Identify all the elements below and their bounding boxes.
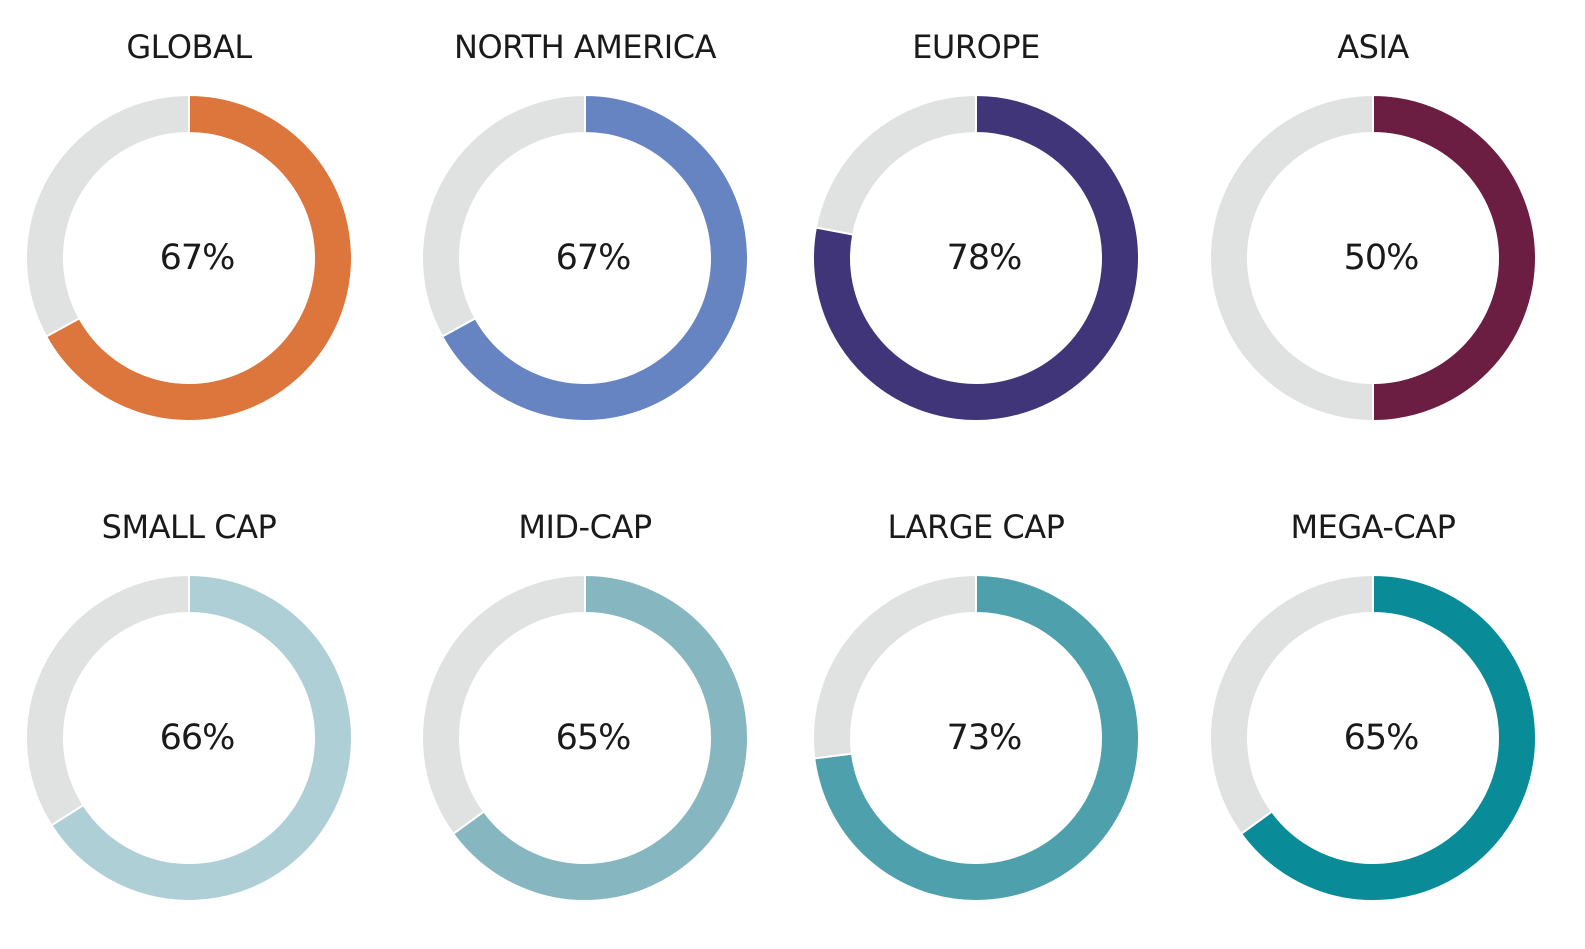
- donut-slice-value-small-cap: [49, 573, 353, 902]
- donut-title-north-america: NORTH AMERICA: [454, 28, 717, 66]
- donut-value-label-small-cap: 66%: [160, 718, 235, 758]
- donut-slice-remainder-mega-cap: [1209, 573, 1374, 836]
- donut-value-label-north-america: 67%: [556, 238, 631, 278]
- donut-small-cap: SMALL CAP 66%: [25, 508, 353, 902]
- donut-value-label-mega-cap: 65%: [1344, 718, 1419, 758]
- donut-slice-value-mid-cap: [451, 573, 749, 902]
- donut-title-large-cap: LARGE CAP: [888, 508, 1065, 546]
- donut-slice-value-europe: [812, 93, 1140, 422]
- donut-mid-cap: MID-CAP 65%: [421, 508, 749, 902]
- donut-mega-cap: MEGA-CAP 65%: [1209, 508, 1537, 902]
- donut-global: GLOBAL 67%: [25, 28, 353, 422]
- donut-value-label-europe: 78%: [947, 238, 1022, 278]
- donut-north-america: NORTH AMERICA 67%: [421, 28, 749, 422]
- donut-slice-value-north-america: [440, 93, 749, 422]
- donut-large-cap: LARGE CAP 73%: [812, 508, 1140, 902]
- donut-value-label-global: 67%: [160, 238, 235, 278]
- donut-title-europe: EUROPE: [912, 28, 1040, 66]
- donut-slice-value-mega-cap: [1239, 573, 1537, 902]
- donut-value-label-large-cap: 73%: [947, 718, 1022, 758]
- donut-europe: EUROPE 78%: [812, 28, 1140, 422]
- donut-title-mid-cap: MID-CAP: [518, 508, 651, 546]
- donut-value-label-asia: 50%: [1344, 238, 1419, 278]
- donut-slice-remainder-north-america: [421, 93, 586, 338]
- donut-title-global: GLOBAL: [126, 28, 252, 66]
- donut-asia: ASIA 50%: [1209, 28, 1537, 423]
- donut-slice-remainder-asia: [1209, 93, 1374, 423]
- donut-slice-value-global: [44, 93, 353, 422]
- donut-slice-value-large-cap: [813, 573, 1140, 902]
- donut-slice-value-asia: [1372, 93, 1537, 423]
- donut-value-label-mid-cap: 65%: [556, 718, 631, 758]
- donut-title-small-cap: SMALL CAP: [102, 508, 277, 546]
- donut-slice-remainder-small-cap: [25, 573, 190, 827]
- donut-slice-remainder-large-cap: [812, 573, 977, 760]
- donut-slice-remainder-global: [25, 93, 190, 338]
- donut-title-asia: ASIA: [1337, 28, 1409, 66]
- donut-title-mega-cap: MEGA-CAP: [1291, 508, 1456, 546]
- donut-slice-remainder-mid-cap: [421, 573, 586, 836]
- donut-slice-remainder-europe: [814, 93, 977, 236]
